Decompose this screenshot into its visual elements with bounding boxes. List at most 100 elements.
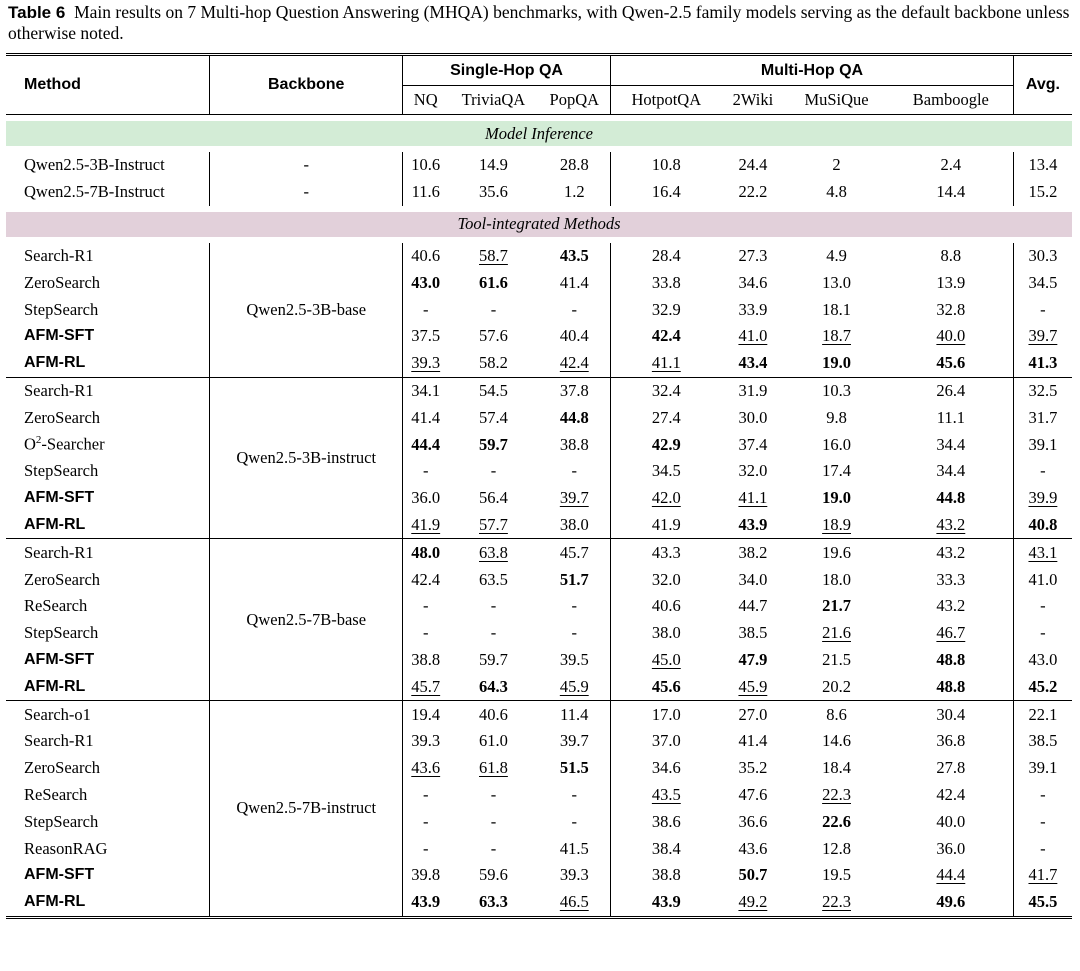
column-header-hotpotqa: HotpotQA	[610, 85, 722, 115]
metric-cell: -	[448, 782, 538, 809]
metric-cell: 40.0	[889, 323, 1013, 350]
metric-value: 32.4	[651, 380, 681, 400]
metric-value: 41.1	[651, 353, 681, 373]
metric-cell: 19.0	[784, 485, 889, 512]
section-tool-integrated-label: Tool-integrated Methods	[6, 211, 1072, 237]
method-name: AFM-RL	[24, 354, 86, 372]
metric-value: 34.6	[738, 272, 768, 292]
metric-value: -	[422, 299, 429, 319]
metric-cell: 22.2	[722, 179, 785, 206]
metric-value: -	[1040, 838, 1046, 858]
metric-value: 40.0	[936, 326, 966, 346]
metric-value: 19.5	[822, 865, 851, 885]
metric-cell: 57.6	[448, 323, 538, 350]
metric-value: 34.5	[1028, 272, 1058, 292]
metric-cell: 19.6	[784, 538, 889, 567]
metric-value: -	[1040, 623, 1046, 643]
metric-cell: 32.0	[610, 566, 722, 593]
metric-cell: 2	[784, 152, 889, 179]
metric-cell: 19.5	[784, 862, 889, 889]
metric-value: 43.0	[411, 272, 441, 292]
metric-cell: 21.6	[784, 620, 889, 647]
metric-value: 30.3	[1028, 245, 1058, 265]
metric-cell: 28.4	[610, 242, 722, 270]
metric-cell: 39.7	[1012, 322, 1072, 350]
metric-value: 61.8	[479, 758, 508, 778]
metric-cell: 43.0	[401, 269, 449, 297]
metric-cell: 43.5	[538, 243, 610, 270]
method-name: ReSearch	[24, 784, 88, 804]
metric-value: 9.8	[826, 407, 847, 427]
metric-value: 41.9	[411, 514, 441, 534]
table-row: AFM-SFT 37.5 57.6 40.4 42.4 41.0 18.7 40.0 39.7	[6, 322, 1072, 350]
metric-cell: -	[401, 619, 449, 647]
metric-value: 28.4	[651, 245, 681, 265]
metric-value: 14.9	[479, 155, 508, 175]
metric-value: 13.9	[936, 272, 966, 292]
metric-value: 43.2	[936, 596, 966, 616]
metric-cell: 64.3	[448, 673, 538, 700]
metric-cell: -	[448, 620, 538, 647]
metric-value: 44.7	[738, 596, 768, 616]
metric-value: 10.6	[411, 155, 441, 175]
metric-cell: 18.9	[784, 512, 889, 539]
table-row: AFM-SFT 39.8 59.6 39.3 38.8 50.7 19.5 44.4 41.7	[6, 861, 1072, 889]
metric-value: 38.2	[738, 542, 768, 562]
backbone-name: -	[209, 152, 403, 179]
metric-cell: 47.6	[722, 782, 785, 809]
metric-value: 30.0	[738, 407, 768, 427]
metric-cell: 32.4	[610, 376, 722, 405]
metric-cell: 21.5	[784, 647, 889, 674]
metric-value: 16.0	[822, 434, 851, 454]
metric-cell: 4.9	[784, 243, 889, 270]
metric-cell: 38.4	[610, 835, 722, 862]
table-row: Search-R1 Qwen2.5-3B-base 40.6 58.7 43.5 28.4…	[6, 242, 1072, 378]
method-name: Search-R1	[6, 376, 210, 405]
metric-value: 41.4	[411, 407, 441, 427]
header-multi-hop: Multi-Hop QA	[610, 54, 1014, 86]
metric-value: 40.0	[936, 811, 966, 831]
metric-cell: 10.8	[610, 152, 722, 179]
metric-value: 43.6	[738, 838, 768, 858]
backbone-name: Qwen2.5-3B-instruct	[209, 376, 403, 539]
metric-value: 45.7	[559, 542, 589, 562]
method-name: Qwen2.5-7B-Instruct	[24, 182, 165, 202]
table-row: AFM-SFT 36.0 56.4 39.7 42.0 41.1 19.0 44.8 39.9	[6, 484, 1072, 512]
metric-cell: 13.4	[1012, 152, 1072, 179]
metric-cell: 41.7	[1012, 861, 1072, 889]
metric-cell: 45.9	[722, 673, 785, 700]
metric-value: 37.4	[738, 434, 768, 454]
metric-value: 63.5	[479, 569, 508, 589]
metric-cell: 45.6	[889, 350, 1013, 377]
metric-value: 12.8	[822, 838, 851, 858]
metric-cell: 40.0	[889, 808, 1013, 835]
metric-cell: 45.6	[610, 673, 722, 701]
metric-cell: 21.7	[784, 593, 889, 620]
metric-value: 38.8	[651, 865, 681, 885]
metric-value: 21.5	[822, 649, 851, 669]
metric-value: 19.0	[822, 353, 851, 373]
metric-value: 45.9	[559, 676, 589, 696]
method-name: ZeroSearch	[24, 758, 101, 778]
metric-cell: 43.2	[889, 593, 1013, 620]
metric-cell: 22.1	[1012, 700, 1072, 728]
table-row: ZeroSearch 43.6 61.8 51.5 34.6 35.2 18.4 27.8 39…	[6, 754, 1072, 782]
metric-cell: 10.3	[784, 376, 889, 405]
metric-cell: 14.4	[889, 179, 1013, 206]
metric-value: 59.7	[479, 649, 508, 669]
metric-cell: 44.4	[889, 862, 1013, 889]
metric-cell: 54.5	[448, 376, 539, 405]
metric-cell: 61.6	[448, 269, 538, 296]
metric-cell: -	[538, 458, 610, 485]
metric-value: 21.7	[822, 596, 851, 616]
metric-value: 39.7	[559, 488, 589, 508]
metric-value: 42.9	[651, 434, 681, 454]
metric-cell: 35.2	[722, 755, 785, 782]
metric-cell: -	[1012, 592, 1072, 620]
method-name: ReSearch	[24, 596, 88, 616]
metric-value: 45.6	[651, 676, 681, 696]
metric-cell: 44.4	[401, 431, 449, 458]
metric-value: -	[490, 623, 497, 643]
metric-cell: 39.7	[538, 728, 610, 755]
metric-cell: 44.8	[538, 404, 610, 431]
